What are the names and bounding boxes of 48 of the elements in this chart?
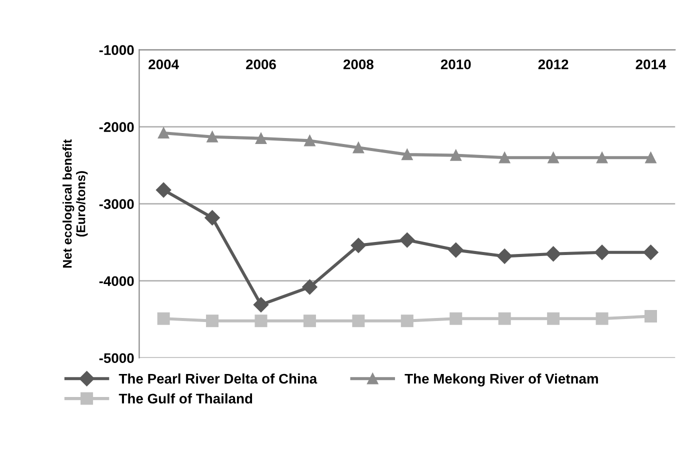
legend-label: The Pearl River Delta of China bbox=[118, 373, 318, 384]
point bbox=[204, 210, 220, 226]
point bbox=[402, 149, 413, 160]
y-tick-label: -4000 bbox=[99, 276, 134, 286]
point bbox=[352, 142, 364, 154]
point bbox=[255, 132, 267, 144]
point bbox=[254, 314, 268, 328]
point bbox=[499, 152, 510, 164]
point bbox=[547, 312, 560, 325]
point bbox=[645, 152, 656, 164]
point bbox=[350, 238, 366, 254]
point bbox=[497, 248, 512, 264]
y-tick-label: -5000 bbox=[99, 353, 134, 364]
point bbox=[206, 314, 219, 328]
point bbox=[253, 297, 269, 312]
legend-label: The Mekong River of Vietnam bbox=[404, 373, 598, 386]
x-tick-label: 2008 bbox=[343, 59, 374, 70]
point bbox=[206, 131, 218, 142]
x-tick-label: 2006 bbox=[246, 59, 276, 70]
point bbox=[450, 312, 462, 325]
point bbox=[158, 127, 170, 139]
x-tick-label: 2010 bbox=[440, 59, 471, 70]
y-axis-title: Net ecological benefit (Euro/tons) bbox=[62, 139, 88, 268]
point bbox=[400, 232, 415, 248]
point bbox=[352, 314, 365, 328]
x-tick-label: 2012 bbox=[538, 59, 568, 70]
point bbox=[450, 150, 462, 161]
point bbox=[157, 312, 170, 325]
point bbox=[546, 246, 561, 262]
point bbox=[302, 279, 318, 295]
point bbox=[448, 242, 464, 258]
point bbox=[596, 152, 608, 164]
point bbox=[596, 312, 608, 325]
legend-label: The Gulf of Thailand bbox=[118, 393, 252, 404]
point bbox=[304, 135, 316, 146]
point bbox=[644, 310, 658, 323]
y-tick-label: -1000 bbox=[99, 45, 134, 55]
y-tick-label: -3000 bbox=[99, 199, 134, 210]
x-tick-label: 2014 bbox=[636, 59, 666, 70]
point bbox=[548, 152, 559, 164]
x-tick-label: 2004 bbox=[148, 59, 179, 70]
point bbox=[498, 312, 511, 325]
point bbox=[594, 244, 610, 260]
point bbox=[303, 314, 316, 328]
point bbox=[156, 182, 172, 198]
y-tick-label: -2000 bbox=[99, 122, 134, 132]
point bbox=[643, 244, 658, 260]
point bbox=[400, 314, 414, 328]
